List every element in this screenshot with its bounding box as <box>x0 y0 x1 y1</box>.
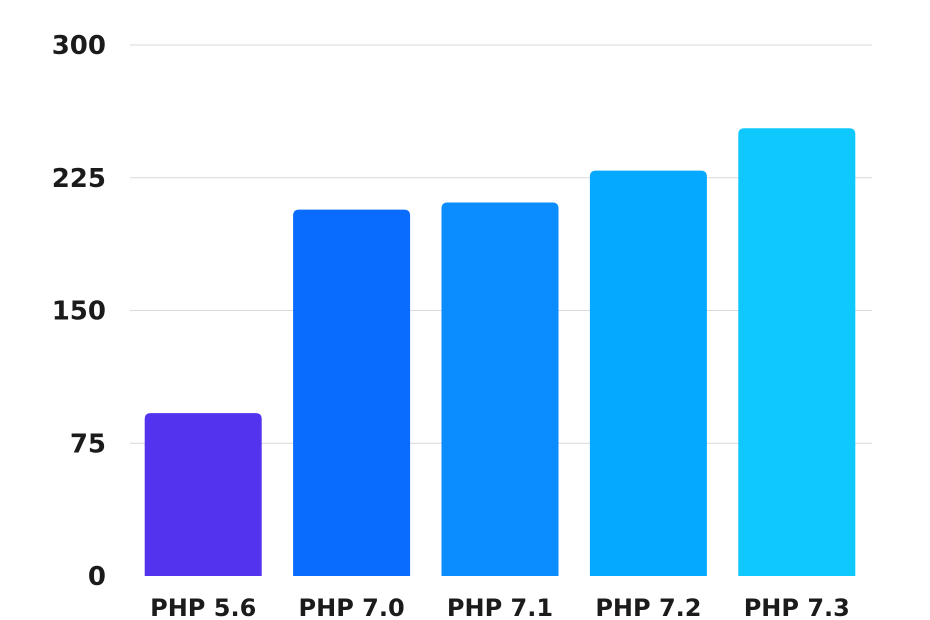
y-tick-label: 150 <box>52 297 106 327</box>
bar-php-5-6 <box>144 413 262 576</box>
y-tick-label: 75 <box>70 429 106 459</box>
x-category-label: PHP 7.3 <box>744 594 850 620</box>
x-category-label: PHP 7.2 <box>595 594 701 620</box>
y-tick-label: 300 <box>52 31 106 61</box>
bar-php-7-2 <box>589 170 707 577</box>
bar-php-7-1 <box>441 202 559 576</box>
x-category-label: PHP 7.0 <box>299 594 405 620</box>
x-category-label: PHP 5.6 <box>150 594 256 620</box>
y-tick-label: 0 <box>88 562 106 592</box>
x-category-label: PHP 7.1 <box>447 594 553 620</box>
y-axis-tick-labels: 0 75 150 225 300 <box>52 31 106 592</box>
bar-php-7-0 <box>293 209 411 577</box>
bar-php-7-3 <box>738 128 856 576</box>
bars <box>144 128 856 577</box>
y-tick-label: 225 <box>52 164 106 194</box>
x-axis-category-labels: PHP 5.6 PHP 7.0 PHP 7.1 PHP 7.2 PHP 7.3 <box>150 594 850 620</box>
